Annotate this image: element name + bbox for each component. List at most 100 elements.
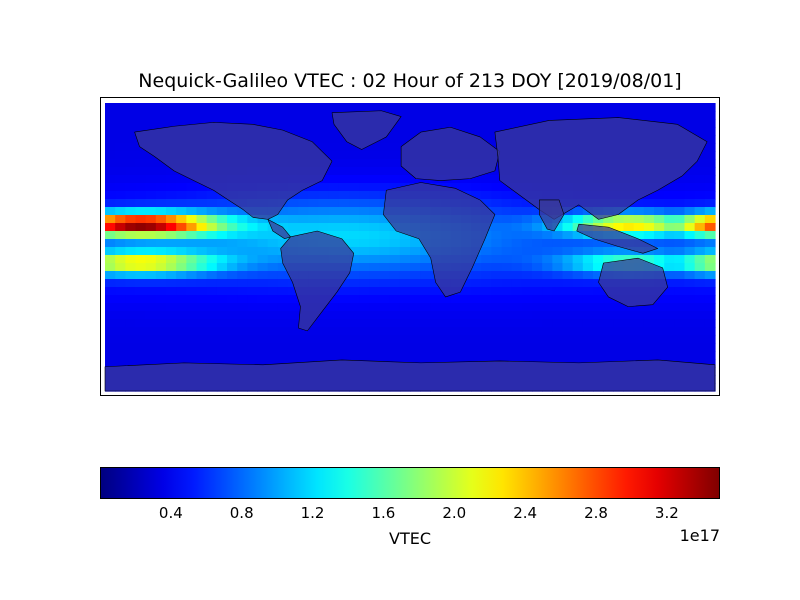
heatmap-cell [593,303,604,312]
heatmap-cell [115,263,126,272]
heatmap-cell [135,183,147,192]
heatmap-cell [237,319,248,328]
heatmap-cell [349,103,360,112]
heatmap-cell [399,295,411,304]
heatmap-cell [664,343,675,352]
heatmap-cell [542,343,553,352]
heatmap-cell [288,199,299,208]
heatmap-cell [552,103,564,112]
heatmap-cell [257,287,269,296]
heatmap-cell [206,191,218,200]
heatmap-cell [105,239,116,248]
heatmap-cell [552,279,564,288]
heatmap-cell [471,255,482,264]
heatmap-cell [562,279,574,288]
heatmap-cell [338,335,350,344]
heatmap-cell [237,271,248,280]
heatmap-cell [125,135,137,144]
heatmap-cell [399,327,411,336]
heatmap-cell [328,175,340,184]
heatmap-cell [501,343,513,352]
heatmap-cell [389,151,401,160]
heatmap-cell [430,343,442,352]
heatmap-cell [399,247,411,256]
heatmap-cell [491,175,503,184]
heatmap-cell [155,111,167,120]
heatmap-cell [582,103,594,112]
heatmap-cell [145,271,157,280]
map-frame [100,97,720,396]
heatmap-cell [196,343,208,352]
heatmap-cell [674,239,686,248]
heatmap-cell [349,343,360,352]
heatmap-cell [410,127,421,136]
heatmap-cell [430,327,442,336]
heatmap-cell [603,303,614,312]
heatmap-cell [440,319,452,328]
heatmap-cell [115,223,126,232]
heatmap-cell [633,311,645,320]
heatmap-cell [125,231,137,240]
heatmap-cell [399,119,411,128]
heatmap-cell [216,359,228,368]
heatmap-cell [105,175,116,184]
heatmap-cell [359,295,370,304]
heatmap-cell [704,311,716,320]
heatmap-cell [460,343,472,352]
heatmap-cell [460,311,472,320]
heatmap-cell [511,287,523,296]
heatmap-cell [521,303,533,312]
heatmap-cell [166,119,177,128]
heatmap-cell [105,151,116,160]
heatmap-cell [257,279,269,288]
heatmap-cell [267,271,279,280]
heatmap-cell [105,143,116,152]
heatmap-cell [328,207,340,216]
heatmap-cell [135,359,147,368]
colorbar-tick-label: 0.4 [158,504,183,522]
heatmap-cell [613,311,625,320]
heatmap-cell [247,263,259,272]
heatmap-cell [267,327,279,336]
heatmap-cell [603,311,614,320]
heatmap-cell [176,199,187,208]
heatmap-cell [369,279,381,288]
heatmap-cell [633,319,645,328]
heatmap-cell [694,199,706,208]
heatmap-cell [552,231,564,240]
heatmap-cell [135,223,147,232]
heatmap-cell [369,103,381,112]
heatmap-cell [532,255,543,264]
heatmap-cell [288,111,299,120]
heatmap-cell [277,295,289,304]
heatmap-cell [603,111,614,120]
heatmap-cell [633,343,645,352]
heatmap-cell [369,247,381,256]
heatmap-cell [521,263,533,272]
heatmap-cell [237,103,248,112]
heatmap-cell [105,167,116,176]
heatmap-cell [176,311,187,320]
heatmap-cell [155,239,167,248]
heatmap-cell [704,215,716,224]
heatmap-cell [532,311,543,320]
heatmap-cell [552,247,564,256]
vtec-map [104,103,716,392]
heatmap-cell [511,111,523,120]
heatmap-cell [664,111,675,120]
heatmap-cell [115,335,126,344]
heatmap-cell [562,255,574,264]
heatmap-cell [318,183,330,192]
heatmap-cell [501,335,513,344]
heatmap-cell [379,327,391,336]
heatmap-cell [135,191,147,200]
heatmap-cell [694,103,706,112]
heatmap-cell [349,295,360,304]
heatmap-cell [369,151,381,160]
heatmap-cell [399,231,411,240]
heatmap-cell [369,327,381,336]
heatmap-cell [257,359,269,368]
heatmap-cell [410,263,421,272]
heatmap-cell [135,119,147,128]
heatmap-cell [552,319,564,328]
